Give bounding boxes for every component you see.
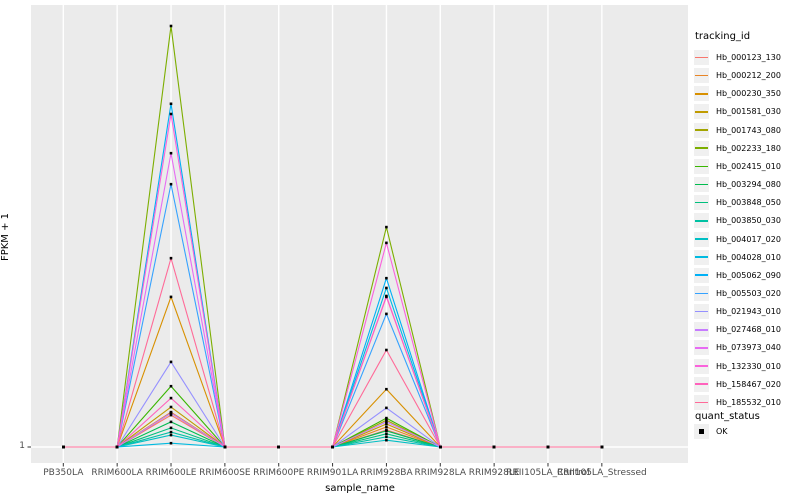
x-tick-label: RRIM928BA <box>360 468 413 478</box>
data-point <box>169 441 173 445</box>
data-point <box>385 429 388 433</box>
y-axis-title: FPKM + 1 <box>0 212 11 262</box>
data-point <box>169 182 173 186</box>
x-tick-label: RRII105LA_Stressed <box>556 468 647 478</box>
x-tick-label: RRIM928LE <box>468 468 520 478</box>
x-tick-label: RRIM600SE <box>199 468 251 478</box>
data-point <box>385 420 388 424</box>
x-tick-label: RRIM928LA <box>414 468 467 478</box>
data-point <box>169 24 173 28</box>
data-point <box>385 425 388 429</box>
data-point <box>600 445 604 449</box>
data-point <box>169 360 173 364</box>
x-axis-title: sample_name <box>325 483 395 494</box>
x-tick-label: PB350LA <box>43 468 84 478</box>
data-point <box>169 420 173 424</box>
data-point <box>385 406 388 410</box>
data-point <box>169 411 173 415</box>
data-point <box>385 295 388 299</box>
data-point <box>385 422 388 426</box>
data-point <box>546 445 550 449</box>
data-point <box>385 225 388 229</box>
x-tick-label: RRIM901LA <box>306 468 359 478</box>
data-point <box>62 445 65 449</box>
data-point <box>169 430 173 434</box>
data-point <box>492 445 496 449</box>
data-point <box>385 348 388 352</box>
data-point <box>385 432 388 436</box>
y-tick-label: 1 <box>19 441 25 451</box>
data-point <box>169 426 173 430</box>
panel-background <box>31 5 688 463</box>
data-point <box>277 445 280 449</box>
data-point <box>385 286 388 290</box>
data-point <box>169 151 173 155</box>
data-point <box>169 256 173 260</box>
data-point <box>385 416 388 420</box>
data-point <box>169 405 173 409</box>
x-tick-label: RRIM600LE <box>145 468 197 478</box>
data-point <box>223 445 227 449</box>
data-point <box>385 387 388 391</box>
data-point <box>169 102 173 106</box>
data-point <box>385 276 388 280</box>
data-point <box>169 433 173 437</box>
data-point <box>169 413 173 417</box>
data-point <box>385 438 388 442</box>
data-point <box>169 295 173 299</box>
data-point <box>385 435 388 439</box>
x-tick-label: RRIM600LA <box>91 468 143 478</box>
x-tick-label: RRIM600PE <box>253 468 305 478</box>
data-point <box>385 312 388 316</box>
data-point <box>385 418 388 422</box>
data-point <box>115 445 119 449</box>
data-point <box>169 384 173 388</box>
data-point <box>385 241 388 245</box>
x-tick-label: RRII105LA_Control <box>506 468 590 478</box>
data-point <box>439 445 442 449</box>
data-point <box>169 112 173 116</box>
data-point <box>331 445 334 449</box>
data-point <box>169 396 173 400</box>
